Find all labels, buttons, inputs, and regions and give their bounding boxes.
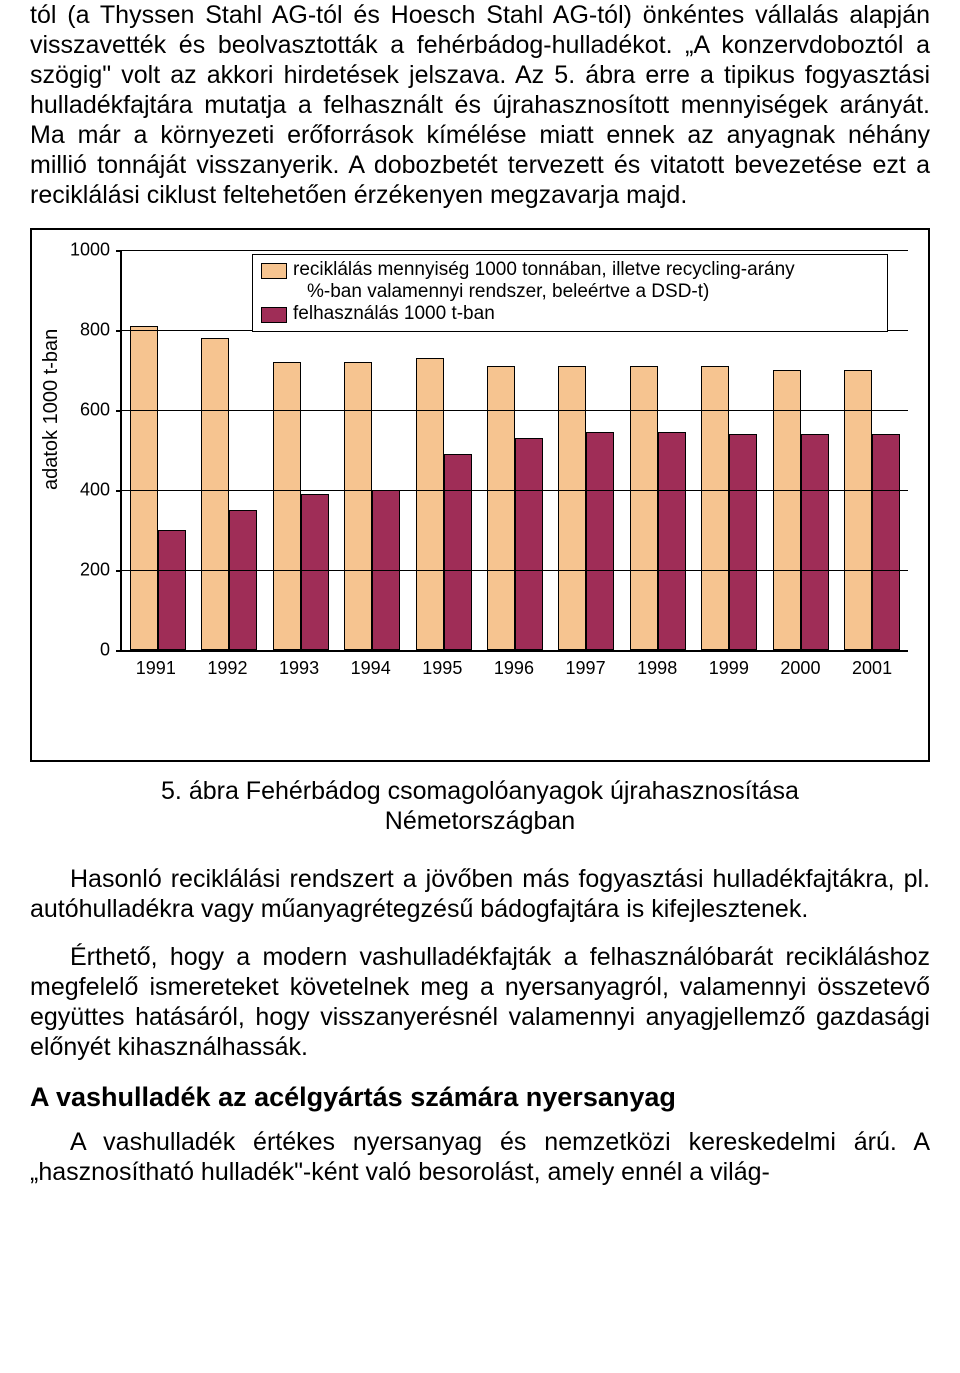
paragraph-4: A vashulladék értékes nyersanyag és nemz… (30, 1127, 930, 1187)
plot-area: reciklálás mennyiség 1000 tonnában, ille… (120, 250, 908, 652)
paragraph-intro: tól (a Thyssen Stahl AG-tól és Hoesch St… (30, 0, 930, 210)
x-axis-labels: 1991 1992 1993 1994 1995 1996 1997 1998 1999 2000… (120, 658, 908, 679)
y-tick-label: 200 (62, 560, 110, 581)
bar-usage (872, 434, 900, 650)
bar-group (201, 338, 257, 650)
y-tick-label: 0 (62, 640, 110, 661)
gridline (122, 410, 908, 411)
legend-text-recycling-l2: %-ban valamennyi rendszer, beleértve a D… (293, 281, 709, 302)
legend-text-recycling-l1: reciklálás mennyiség 1000 tonnában, ille… (293, 259, 795, 280)
bar-usage (158, 530, 186, 650)
bar-recycling (130, 326, 158, 650)
bar-recycling (273, 362, 301, 650)
gridline (122, 250, 908, 251)
bar-usage (515, 438, 543, 650)
y-tickmark (116, 650, 122, 652)
y-tickmark (116, 250, 122, 252)
bar-recycling (630, 366, 658, 650)
x-tick-label: 1994 (351, 658, 391, 679)
y-tickmark (116, 330, 122, 332)
x-tick-label: 2001 (852, 658, 892, 679)
legend-text-usage: felhasználás 1000 t-ban (293, 303, 495, 324)
y-tick-label: 600 (62, 400, 110, 421)
paragraph-2: Hasonló reciklálási rendszert a jövőben … (30, 864, 930, 924)
bar-group (487, 366, 543, 650)
bar-group (344, 362, 400, 650)
bar-group (416, 358, 472, 650)
bar-usage (586, 432, 614, 650)
x-tick-label: 1992 (207, 658, 247, 679)
x-tick-label: 1999 (709, 658, 749, 679)
caption-line1: 5. ábra Fehérbádog csomagolóanyagok újra… (161, 777, 799, 805)
bar-recycling (416, 358, 444, 650)
bar-recycling (773, 370, 801, 650)
chart-legend: reciklálás mennyiség 1000 tonnában, ille… (252, 254, 888, 332)
y-tickmark (116, 410, 122, 412)
y-tick-label: 1000 (62, 240, 110, 261)
bar-group (273, 362, 329, 650)
bar-recycling (201, 338, 229, 650)
bar-recycling (344, 362, 372, 650)
x-tick-label: 1993 (279, 658, 319, 679)
bar-usage (229, 510, 257, 650)
gridline (122, 570, 908, 571)
bar-group (701, 366, 757, 650)
bar-group (558, 366, 614, 650)
bar-recycling (558, 366, 586, 650)
y-axis-label: adatok 1000 t-ban (40, 329, 63, 490)
bar-usage (444, 454, 472, 650)
x-tick-label: 1995 (422, 658, 462, 679)
bar-usage (729, 434, 757, 650)
bar-group (130, 326, 186, 650)
x-tick-label: 1998 (637, 658, 677, 679)
bar-recycling (844, 370, 872, 650)
x-tick-label: 1997 (566, 658, 606, 679)
bar-usage (301, 494, 329, 650)
y-axis-ticks: 02004006008001000 (68, 250, 116, 650)
paragraph-3: Érthető, hogy a modern vashulladékfajták… (30, 942, 930, 1062)
legend-swatch-recycling (261, 263, 287, 279)
bar-usage (658, 432, 686, 650)
x-tick-label: 1991 (136, 658, 176, 679)
y-tick-label: 400 (62, 480, 110, 501)
x-tick-label: 2000 (780, 658, 820, 679)
chart-caption: 5. ábra Fehérbádog csomagolóanyagok újra… (30, 776, 930, 836)
chart-container: adatok 1000 t-ban 02004006008001000 reci… (30, 228, 930, 762)
bar-recycling (701, 366, 729, 650)
x-tick-label: 1996 (494, 658, 534, 679)
bar-usage (801, 434, 829, 650)
y-tick-label: 800 (62, 320, 110, 341)
bar-group (773, 370, 829, 650)
caption-line2: Németországban (385, 807, 575, 835)
section-heading: A vashulladék az acélgyártás számára nye… (30, 1082, 930, 1113)
legend-swatch-usage (261, 307, 287, 323)
bar-group (844, 370, 900, 650)
bar-group (630, 366, 686, 650)
y-tickmark (116, 490, 122, 492)
y-tickmark (116, 570, 122, 572)
gridline (122, 490, 908, 491)
bar-recycling (487, 366, 515, 650)
